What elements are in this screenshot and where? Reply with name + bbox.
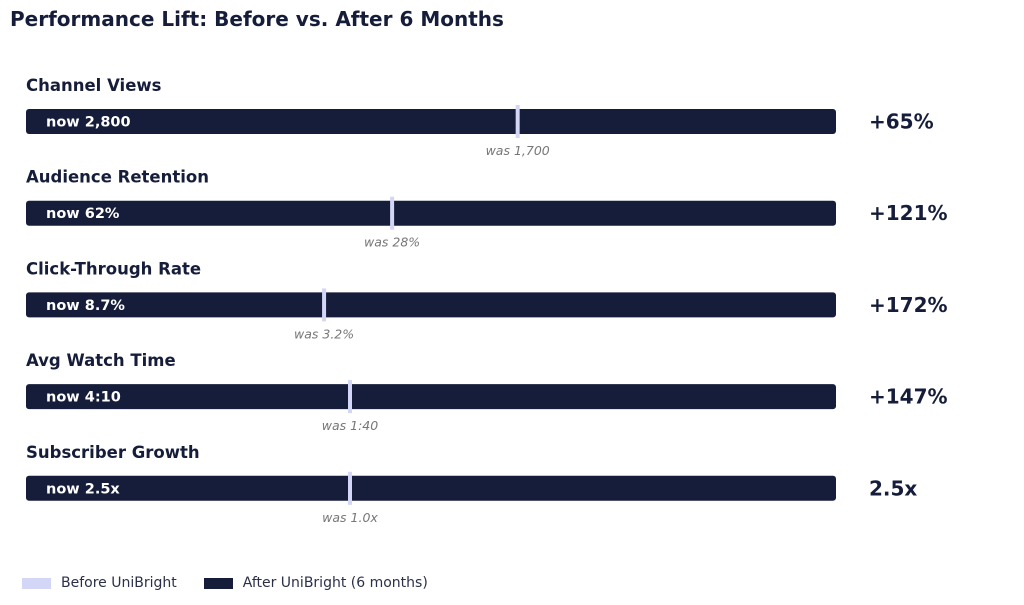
before-marker: [348, 380, 352, 414]
now-value-label: now 8.7%: [46, 298, 125, 314]
now-value-label: now 2.5x: [46, 481, 120, 497]
now-value-label: now 4:10: [46, 390, 121, 406]
metric-label: Channel Views: [26, 76, 162, 95]
lift-label: +121%: [869, 201, 948, 225]
legend-label-before: Before UniBright: [61, 575, 177, 591]
chart-plot: Channel Views now 2,800 was 1,700 +65% Audie…: [26, 76, 948, 525]
was-value-label: was 1:40: [322, 418, 378, 433]
after-bar: [26, 384, 836, 410]
lift-label: +65%: [869, 110, 934, 134]
metric-label: Avg Watch Time: [26, 351, 176, 370]
metric-label: Subscriber Growth: [26, 443, 200, 462]
was-value-label: was 3.2%: [294, 326, 354, 341]
lift-label: +147%: [869, 385, 948, 409]
now-value-label: now 62%: [46, 206, 120, 222]
lift-label: +172%: [869, 293, 948, 317]
after-bar: [26, 109, 836, 134]
legend: Before UniBright After UniBright (6 mont…: [22, 575, 455, 591]
chart-title: Performance Lift: Before vs. After 6 Mon…: [10, 7, 504, 31]
legend-swatch-before: [22, 577, 51, 589]
lift-label: 2.5x: [869, 476, 917, 500]
before-marker: [348, 471, 352, 505]
after-bar: [26, 292, 836, 318]
before-marker: [390, 196, 395, 230]
legend-label-after: After UniBright (6 months): [242, 575, 428, 591]
now-value-label: now 2,800: [46, 115, 131, 131]
was-value-label: was 1.0x: [322, 510, 378, 525]
legend-item-before: Before UniBright: [22, 575, 177, 591]
before-marker: [515, 105, 520, 138]
after-bar: [26, 475, 836, 501]
metric-label: Click-Through Rate: [26, 259, 201, 278]
was-value-label: was 1,700: [486, 143, 550, 158]
metric-label: Audience Retention: [26, 168, 209, 187]
before-marker: [322, 288, 327, 322]
was-value-label: was 28%: [364, 235, 420, 250]
legend-item-after: After UniBright (6 months): [203, 575, 428, 591]
legend-swatch-after: [203, 577, 233, 589]
after-bar: [26, 200, 836, 226]
